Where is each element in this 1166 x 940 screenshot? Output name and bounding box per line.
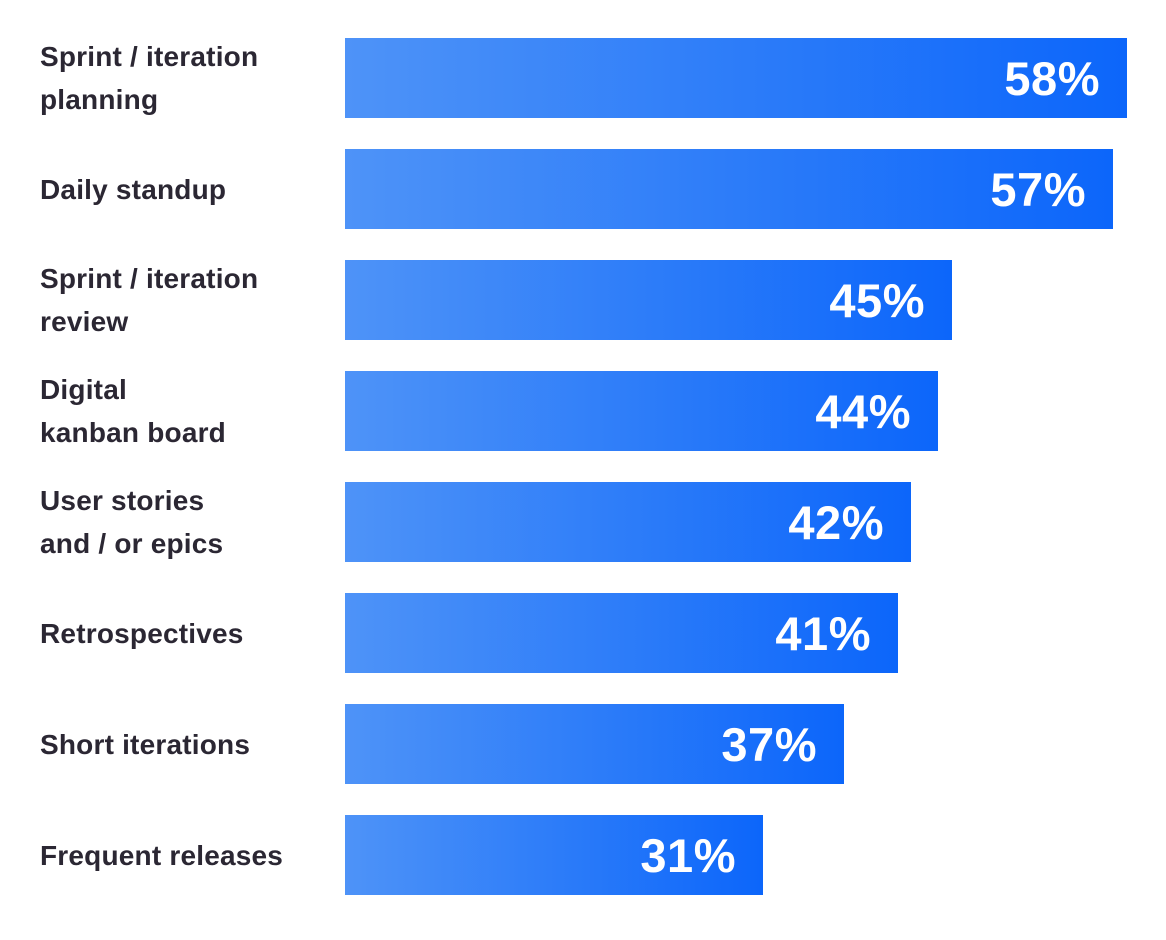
bar: 31% [345,815,763,895]
category-label: User stories and / or epics [40,485,224,559]
bar: 45% [345,260,952,340]
value-label: 45% [829,273,925,327]
chart-row: Retrospectives 41% [0,593,1166,673]
category-label: Sprint / iteration review [40,263,259,337]
bar: 57% [345,149,1113,229]
chart-row: User stories and / or epics 42% [0,482,1166,562]
category-label: Short iterations [40,728,251,760]
category-label: Daily standup [40,173,227,205]
value-label: 58% [1004,51,1100,105]
value-label: 31% [640,828,736,882]
value-label: 42% [788,495,884,549]
bar: 41% [345,593,898,673]
value-label: 41% [775,606,871,660]
chart-row: Short iterations 37% [0,704,1166,784]
chart-row: Digital kanban board 44% [0,371,1166,451]
chart-rows: Sprint / iteration planning 58% Daily stan… [0,38,1166,895]
category-label: Digital kanban board [40,374,226,448]
bar: 44% [345,371,938,451]
chart-row: Sprint / iteration planning 58% [0,38,1166,118]
chart-row: Frequent releases 31% [0,815,1166,895]
category-label: Frequent releases [40,839,284,871]
category-label: Sprint / iteration planning [40,41,259,115]
bar: 42% [345,482,911,562]
chart-row: Daily standup 57% [0,149,1166,229]
value-label: 44% [815,384,911,438]
value-label: 37% [721,717,817,771]
category-label: Retrospectives [40,617,244,649]
chart-row: Sprint / iteration review 45% [0,260,1166,340]
bar: 37% [345,704,844,784]
value-label: 57% [990,162,1086,216]
bar: 58% [345,38,1127,118]
